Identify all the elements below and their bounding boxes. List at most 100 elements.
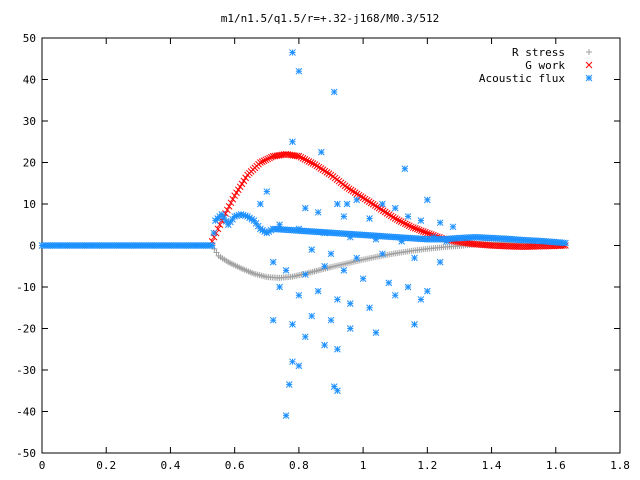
legend-marker (585, 61, 593, 69)
data-point (301, 271, 309, 278)
data-point (403, 221, 411, 229)
data-point (334, 200, 341, 208)
data-point (213, 249, 220, 256)
series-g-work (208, 150, 569, 251)
data-point (359, 275, 367, 283)
legend-marker (586, 49, 592, 55)
data-point (340, 213, 348, 220)
data-point (301, 156, 309, 163)
data-point (307, 159, 315, 166)
data-point (340, 267, 348, 274)
data-point (295, 225, 303, 233)
data-point (343, 200, 351, 208)
data-point (421, 228, 429, 236)
data-point (385, 279, 393, 287)
x-tick-label: 1.2 (417, 459, 437, 472)
data-point (225, 203, 233, 210)
x-tick-label: 1.6 (546, 459, 566, 472)
data-point (268, 153, 275, 161)
axis-ticks: 0 0.2 0.4 0.6 0.8 1 1.2 1.4 1.6 1.8 50 40 30 20 10 0 -10… (16, 32, 630, 472)
data-point (334, 296, 341, 303)
data-point (229, 195, 237, 203)
x-tick-label: 1.4 (482, 459, 502, 472)
data-point (372, 235, 380, 243)
data-point (289, 49, 296, 56)
y-tick-label: -10 (16, 281, 36, 294)
data-point (231, 192, 239, 200)
data-point (401, 220, 409, 228)
x-tick-label: 1 (360, 459, 367, 472)
data-point (391, 215, 399, 222)
data-point (276, 221, 283, 229)
data-point (260, 157, 268, 165)
data-point (443, 237, 450, 245)
data-point (379, 250, 386, 258)
y-tick-label: 10 (23, 198, 36, 211)
y-tick-label: 40 (23, 74, 36, 87)
data-point (257, 159, 264, 166)
x-tick-label: 0 (39, 459, 46, 472)
chart-title: m1/n1.5/q1.5/r=+.32-j168/M0.3/512 (221, 12, 440, 25)
data-point (391, 204, 399, 212)
data-point (308, 246, 316, 254)
data-point (411, 225, 419, 232)
data-point (415, 226, 423, 234)
data-point (330, 88, 338, 96)
y-tick-label: -40 (16, 406, 36, 419)
data-point (423, 229, 431, 237)
data-point (223, 206, 231, 214)
data-point (234, 186, 242, 194)
x-tick-label: 0.6 (225, 459, 245, 472)
x-tick-label: 0.8 (289, 459, 309, 472)
data-point (398, 237, 405, 245)
data-point (293, 152, 301, 160)
data-point (346, 300, 354, 307)
data-point (242, 174, 250, 182)
data-point (321, 341, 328, 349)
data-point (227, 199, 235, 207)
data-point (562, 239, 569, 247)
x-tick-label: 1.8 (610, 459, 630, 472)
y-tick-label: 20 (23, 157, 36, 170)
data-point (395, 217, 403, 224)
data-point (397, 218, 405, 225)
data-point (301, 333, 309, 341)
data-point (308, 312, 316, 320)
data-point (430, 233, 438, 241)
data-point (405, 222, 413, 230)
data-point (401, 165, 409, 173)
legend-marker (585, 74, 593, 82)
data-point (321, 229, 328, 237)
data-point (295, 291, 303, 299)
data-point (301, 204, 309, 212)
x-tick-label: 0.2 (96, 459, 116, 472)
data-point (238, 180, 246, 188)
data-point (404, 283, 412, 291)
data-point (299, 154, 307, 162)
data-point (282, 412, 290, 420)
data-point (366, 304, 373, 312)
data-point (436, 219, 444, 227)
data-point (314, 287, 322, 295)
data-point (346, 325, 354, 332)
data-point (393, 216, 401, 223)
data-point (417, 217, 425, 224)
data-point (409, 224, 417, 231)
data-point (379, 200, 386, 208)
series-layer (38, 49, 569, 420)
data-point (346, 233, 354, 241)
data-point (327, 250, 335, 258)
data-point (399, 219, 407, 227)
data-point (269, 316, 277, 324)
data-point (425, 230, 433, 238)
data-point (413, 225, 421, 233)
y-tick-label: 30 (23, 115, 36, 128)
data-point (423, 287, 431, 295)
data-point (353, 254, 361, 262)
data-point (366, 215, 373, 222)
data-point (269, 258, 277, 266)
x-tick-label: 0.4 (161, 459, 181, 472)
data-point (334, 387, 341, 395)
